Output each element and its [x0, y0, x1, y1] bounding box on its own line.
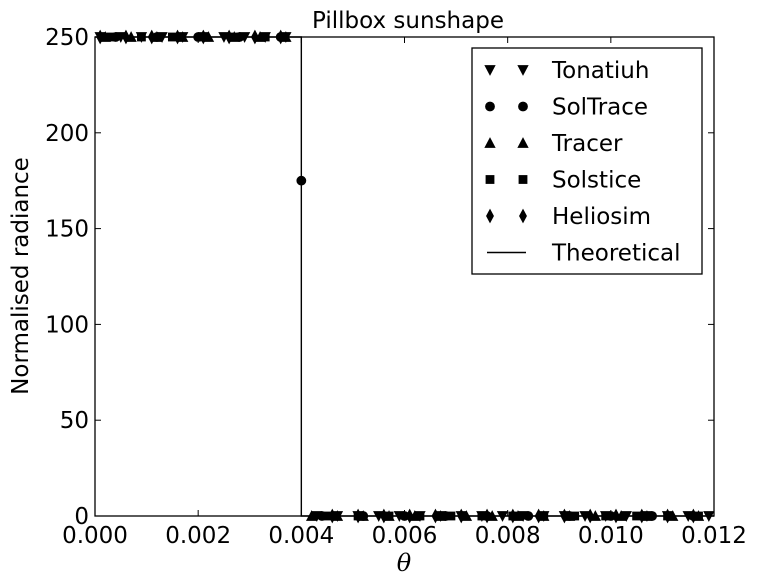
legend-entry-soltrace: SolTrace: [485, 95, 648, 121]
legend-entry-theoretical: Theoretical: [487, 241, 681, 267]
y-tick-label: 200: [45, 121, 89, 147]
legend-marker-soltrace: [485, 101, 495, 112]
legend-entry-solstice: Solstice: [485, 168, 641, 194]
y-axis-label: Normalised radiance: [8, 157, 34, 395]
x-tick-label: 0.012: [681, 523, 747, 549]
legend-box: [471, 47, 703, 275]
legend: Tonatiuh SolTrace Tracer Solstice Heliosim Th…: [471, 47, 703, 275]
legend-marker-tracer: [517, 137, 529, 148]
series-heliosim: [96, 29, 698, 524]
legend-label-tracer: Tracer: [551, 131, 623, 157]
legend-entry-tracer: Tracer: [484, 131, 623, 157]
legend-label-tonatiuh: Tonatiuh: [551, 58, 649, 84]
legend-marker-tonatiuh: [517, 65, 529, 76]
y-axis: 0 50 100 150 200 250: [45, 25, 714, 530]
legend-entry-tonatiuh: Tonatiuh: [484, 58, 649, 84]
chart-title: Pillbox sunshape: [312, 8, 504, 34]
x-tick-label: 0.008: [475, 523, 541, 549]
legend-marker-heliosim: [486, 208, 494, 224]
x-tick-label: 0.000: [62, 523, 128, 549]
legend-label-heliosim: Heliosim: [552, 204, 651, 230]
legend-marker-heliosim: [519, 208, 527, 224]
y-tick-label: 250: [45, 25, 89, 51]
x-axis: 0.000 0.002 0.004 0.006 0.008 0.010 0.012: [62, 37, 747, 549]
x-tick-label: 0.002: [165, 523, 231, 549]
x-tick-label: 0.006: [372, 523, 438, 549]
x-axis-label: θ: [397, 549, 412, 577]
legend-label-theoretical: Theoretical: [551, 241, 681, 267]
legend-marker-soltrace: [518, 101, 528, 112]
legend-label-soltrace: SolTrace: [552, 95, 648, 121]
x-tick-label: 0.004: [268, 523, 334, 549]
legend-label-solstice: Solstice: [552, 168, 641, 194]
legend-marker-solstice: [518, 175, 528, 184]
legend-entry-heliosim: Heliosim: [486, 204, 651, 230]
x-tick-label: 0.010: [578, 523, 644, 549]
y-tick-label: 50: [60, 408, 89, 434]
legend-marker-tonatiuh: [484, 65, 496, 76]
legend-marker-tracer: [484, 137, 496, 148]
y-tick-label: 100: [45, 312, 89, 338]
y-tick-label: 0: [74, 504, 89, 530]
legend-marker-solstice: [485, 175, 495, 184]
y-tick-label: 150: [45, 217, 89, 243]
